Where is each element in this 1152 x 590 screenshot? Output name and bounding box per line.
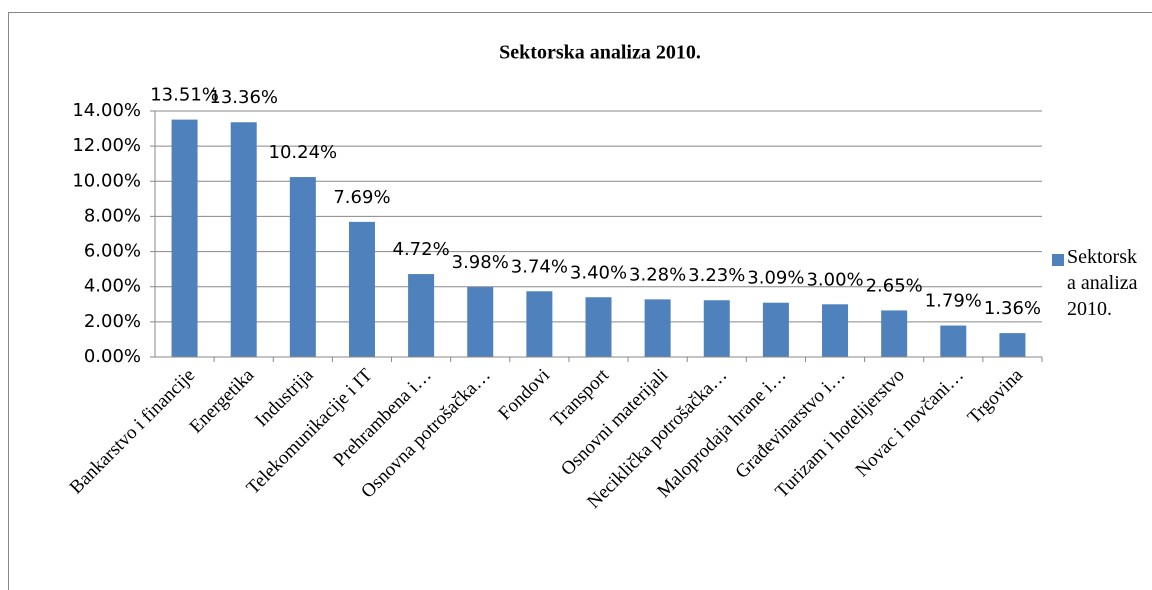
y-tick-label: 2.00% [84, 311, 141, 332]
bar [585, 297, 612, 357]
legend-label: Sektorska analiza 2010. [1067, 246, 1138, 320]
data-label: 1.79% [925, 291, 982, 312]
bar [644, 299, 671, 357]
bar [348, 221, 375, 357]
data-label: 3.09% [747, 268, 804, 289]
y-tick-label: 0.00% [84, 346, 141, 367]
data-label: 3.98% [452, 252, 509, 273]
bar [171, 119, 198, 357]
chart-title: Sektorska analiza 2010. [499, 42, 701, 64]
data-label: 10.24% [269, 142, 338, 163]
bar [762, 302, 789, 357]
bar [999, 333, 1026, 357]
legend-swatch [1052, 254, 1064, 266]
bar [940, 325, 967, 357]
y-tick-label: 6.00% [84, 241, 141, 262]
data-label: 2.65% [866, 275, 923, 296]
x-tick-label: Trgovina [964, 364, 1028, 428]
x-tick-label: Fondovi [494, 365, 554, 425]
data-label: 7.69% [333, 187, 390, 208]
bar [526, 291, 553, 357]
data-label: 1.36% [984, 298, 1041, 319]
x-tick-label: Bankarstvo i financije [66, 365, 199, 498]
y-tick-label: 10.00% [72, 170, 141, 191]
y-tick-label: 12.00% [72, 135, 141, 156]
data-label: 13.51% [150, 85, 219, 106]
bar [881, 310, 908, 357]
x-tick-label: Energetika [186, 364, 259, 437]
y-tick-label: 8.00% [84, 205, 141, 226]
data-label: 3.00% [806, 269, 863, 290]
x-tick-label: Osnovni materijali [557, 365, 672, 480]
chart-frame [8, 12, 1152, 590]
bar [703, 300, 730, 357]
data-label: 3.40% [570, 262, 627, 283]
bar [467, 287, 494, 357]
bar [822, 304, 849, 357]
x-tick-label: Građevinarstvo i… [731, 365, 849, 483]
x-tick-label: Novac i novčani… [852, 365, 968, 481]
y-tick-label: 4.00% [84, 276, 141, 297]
legend: Sektorska analiza 2010. [1052, 244, 1139, 322]
data-label: 3.23% [688, 265, 745, 286]
bar [230, 122, 257, 357]
bar [408, 274, 435, 357]
data-label: 3.74% [511, 256, 568, 277]
data-label: 4.72% [393, 239, 450, 260]
data-label: 13.36% [209, 87, 278, 108]
data-label: 3.28% [629, 264, 686, 285]
bar [289, 177, 316, 357]
y-tick-label: 14.00% [72, 100, 141, 121]
